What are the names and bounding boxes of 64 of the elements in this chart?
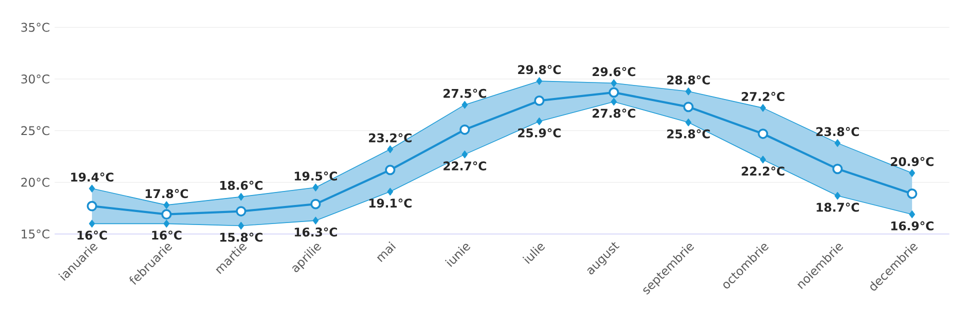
point [312,216,319,224]
data-label: 16.9°C [891,221,934,230]
point [238,222,244,230]
y-tick-label: 20°C [21,178,50,187]
point [683,102,694,112]
point [238,192,244,201]
data-label: 22.2°C [742,166,784,176]
data-label: 29.6°C [592,67,636,76]
data-label: 18.6°C [220,180,262,190]
point [760,104,766,112]
point [534,96,544,106]
point [310,198,321,210]
y-tick-label: 15°C [22,229,50,239]
point [161,209,172,220]
y-tick-label: 25°C [21,126,50,136]
data-label: 22.7°C [444,161,486,170]
point [610,79,617,87]
point [610,98,617,106]
data-label: 20.9°C [890,157,934,166]
point [536,118,542,126]
data-label: 29.8°C [518,65,561,74]
y-tick-label: 30°C [21,74,50,84]
data-label: 19.1°C [369,198,412,208]
data-label: 25.9°C [518,128,561,138]
y-tick-label: 35°C [21,22,50,32]
point [86,200,98,212]
data-label: 16°C [152,230,182,240]
data-label: 15.8°C [220,232,262,242]
point [462,100,468,109]
point [909,210,916,218]
data-label: 19.5°C [294,171,337,181]
point [387,145,394,154]
point [909,169,916,177]
data-label: 27.2°C [742,92,784,102]
point [832,164,843,174]
data-label: 19.4°C [71,172,114,182]
data-label: 25.8°C [667,129,710,138]
point [236,206,246,216]
point [164,220,170,228]
data-label: 27.8°C [592,108,636,118]
data-label: 16.3°C [294,227,337,237]
point [88,184,95,192]
point [460,124,470,135]
data-label: 28.8°C [667,75,710,84]
data-label: 23.8°C [816,127,859,136]
point [608,87,620,98]
point [536,77,542,85]
point [758,128,768,139]
point [685,118,692,126]
point [462,150,468,158]
data-label: 18.7°C [816,202,859,212]
point [685,88,692,96]
point [760,156,766,164]
point [906,188,918,199]
point [164,201,170,209]
data-label: 17.8°C [146,189,188,198]
point [387,188,394,196]
point [834,192,840,200]
data-label: 27.5°C [444,88,486,98]
point [384,164,396,176]
point [312,184,319,192]
data-label: 16°C [78,230,107,240]
point [834,139,840,147]
point [88,220,95,228]
